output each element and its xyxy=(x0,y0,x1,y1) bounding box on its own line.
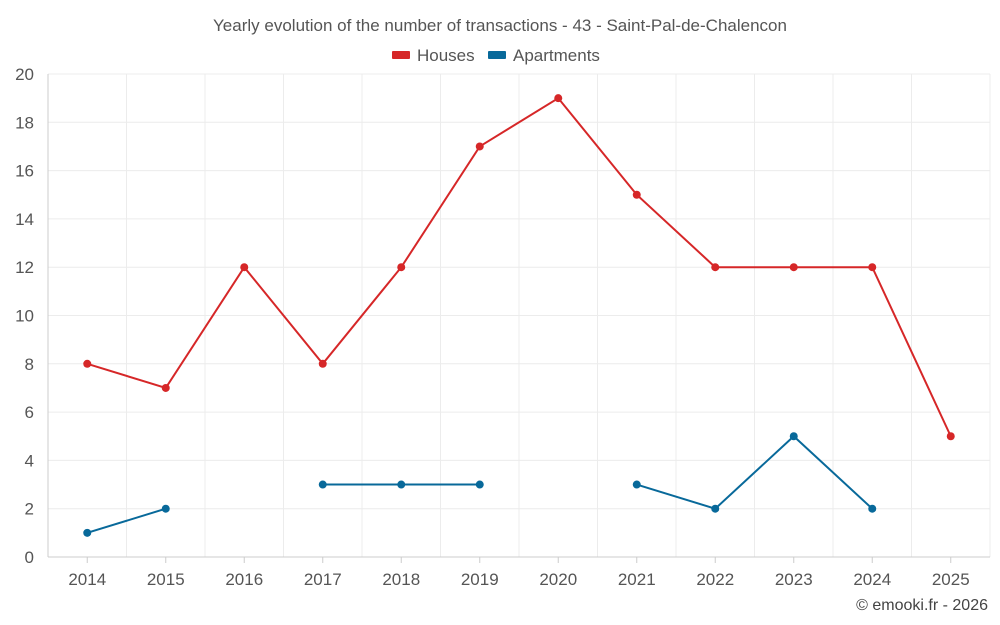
data-point-apartments[interactable] xyxy=(711,504,720,513)
data-point-houses[interactable] xyxy=(946,432,955,441)
legend-label-apartments[interactable]: Apartments xyxy=(513,46,600,65)
y-tick-label: 16 xyxy=(15,162,34,181)
axes: 0 2 4 6 8 10 12 14 16 18 20 2014 2015 2016 2017 2018 201… xyxy=(15,65,990,589)
x-tick-label: 2019 xyxy=(461,570,499,589)
y-tick-label: 14 xyxy=(15,210,34,229)
series-line-houses xyxy=(86,96,952,437)
x-tick-label: 2024 xyxy=(853,570,891,589)
data-point-houses[interactable] xyxy=(868,263,877,272)
x-tick-label: 2017 xyxy=(304,570,342,589)
legend-swatch-apartments[interactable] xyxy=(488,51,506,59)
data-point-houses[interactable] xyxy=(83,359,92,368)
data-point-houses[interactable] xyxy=(318,359,327,368)
data-point-apartments[interactable] xyxy=(789,432,798,441)
legend-swatch-houses[interactable] xyxy=(392,51,410,59)
data-point-houses[interactable] xyxy=(554,94,563,103)
legend-label-houses[interactable]: Houses xyxy=(417,46,475,65)
x-tick-label: 2023 xyxy=(775,570,813,589)
x-tick-label: 2025 xyxy=(932,570,970,589)
y-tick-label: 18 xyxy=(15,113,34,132)
y-tick-label: 12 xyxy=(15,258,34,277)
y-tick-label: 8 xyxy=(25,355,34,374)
data-point-apartments[interactable] xyxy=(632,480,641,489)
series-line-apartments xyxy=(86,507,167,534)
data-point-houses[interactable] xyxy=(632,190,641,199)
y-tick-label: 20 xyxy=(15,65,34,84)
x-tick-label: 2020 xyxy=(539,570,577,589)
x-tick-label: 2021 xyxy=(618,570,656,589)
series-line-apartments xyxy=(636,434,873,510)
x-tick-label: 2018 xyxy=(382,570,420,589)
y-tick-label: 6 xyxy=(25,403,34,422)
chart-title: Yearly evolution of the number of transa… xyxy=(213,16,787,35)
x-tick-label: 2015 xyxy=(147,570,185,589)
grid xyxy=(48,73,991,557)
data-point-apartments[interactable] xyxy=(475,480,484,489)
credit-text: © emooki.fr - 2026 xyxy=(856,597,988,614)
data-point-apartments[interactable] xyxy=(868,504,877,513)
data-point-apartments[interactable] xyxy=(318,480,327,489)
data-point-apartments[interactable] xyxy=(397,480,406,489)
x-tick-label: 2022 xyxy=(696,570,734,589)
data-point-houses[interactable] xyxy=(789,263,798,272)
data-point-houses[interactable] xyxy=(240,263,249,272)
data-point-houses[interactable] xyxy=(475,142,484,151)
y-tick-label: 0 xyxy=(25,548,34,567)
data-point-apartments[interactable] xyxy=(83,528,92,537)
data-point-houses[interactable] xyxy=(711,263,720,272)
data-point-houses[interactable] xyxy=(161,383,170,392)
x-tick-label: 2016 xyxy=(225,570,263,589)
data-point-apartments[interactable] xyxy=(161,504,170,513)
legend: Houses Apartments xyxy=(392,46,600,65)
y-tick-label: 10 xyxy=(15,307,34,326)
y-tick-label: 2 xyxy=(25,500,34,519)
data-point-houses[interactable] xyxy=(397,263,406,272)
x-tick-label: 2014 xyxy=(68,570,106,589)
y-tick-label: 4 xyxy=(25,451,34,470)
series xyxy=(83,94,955,537)
